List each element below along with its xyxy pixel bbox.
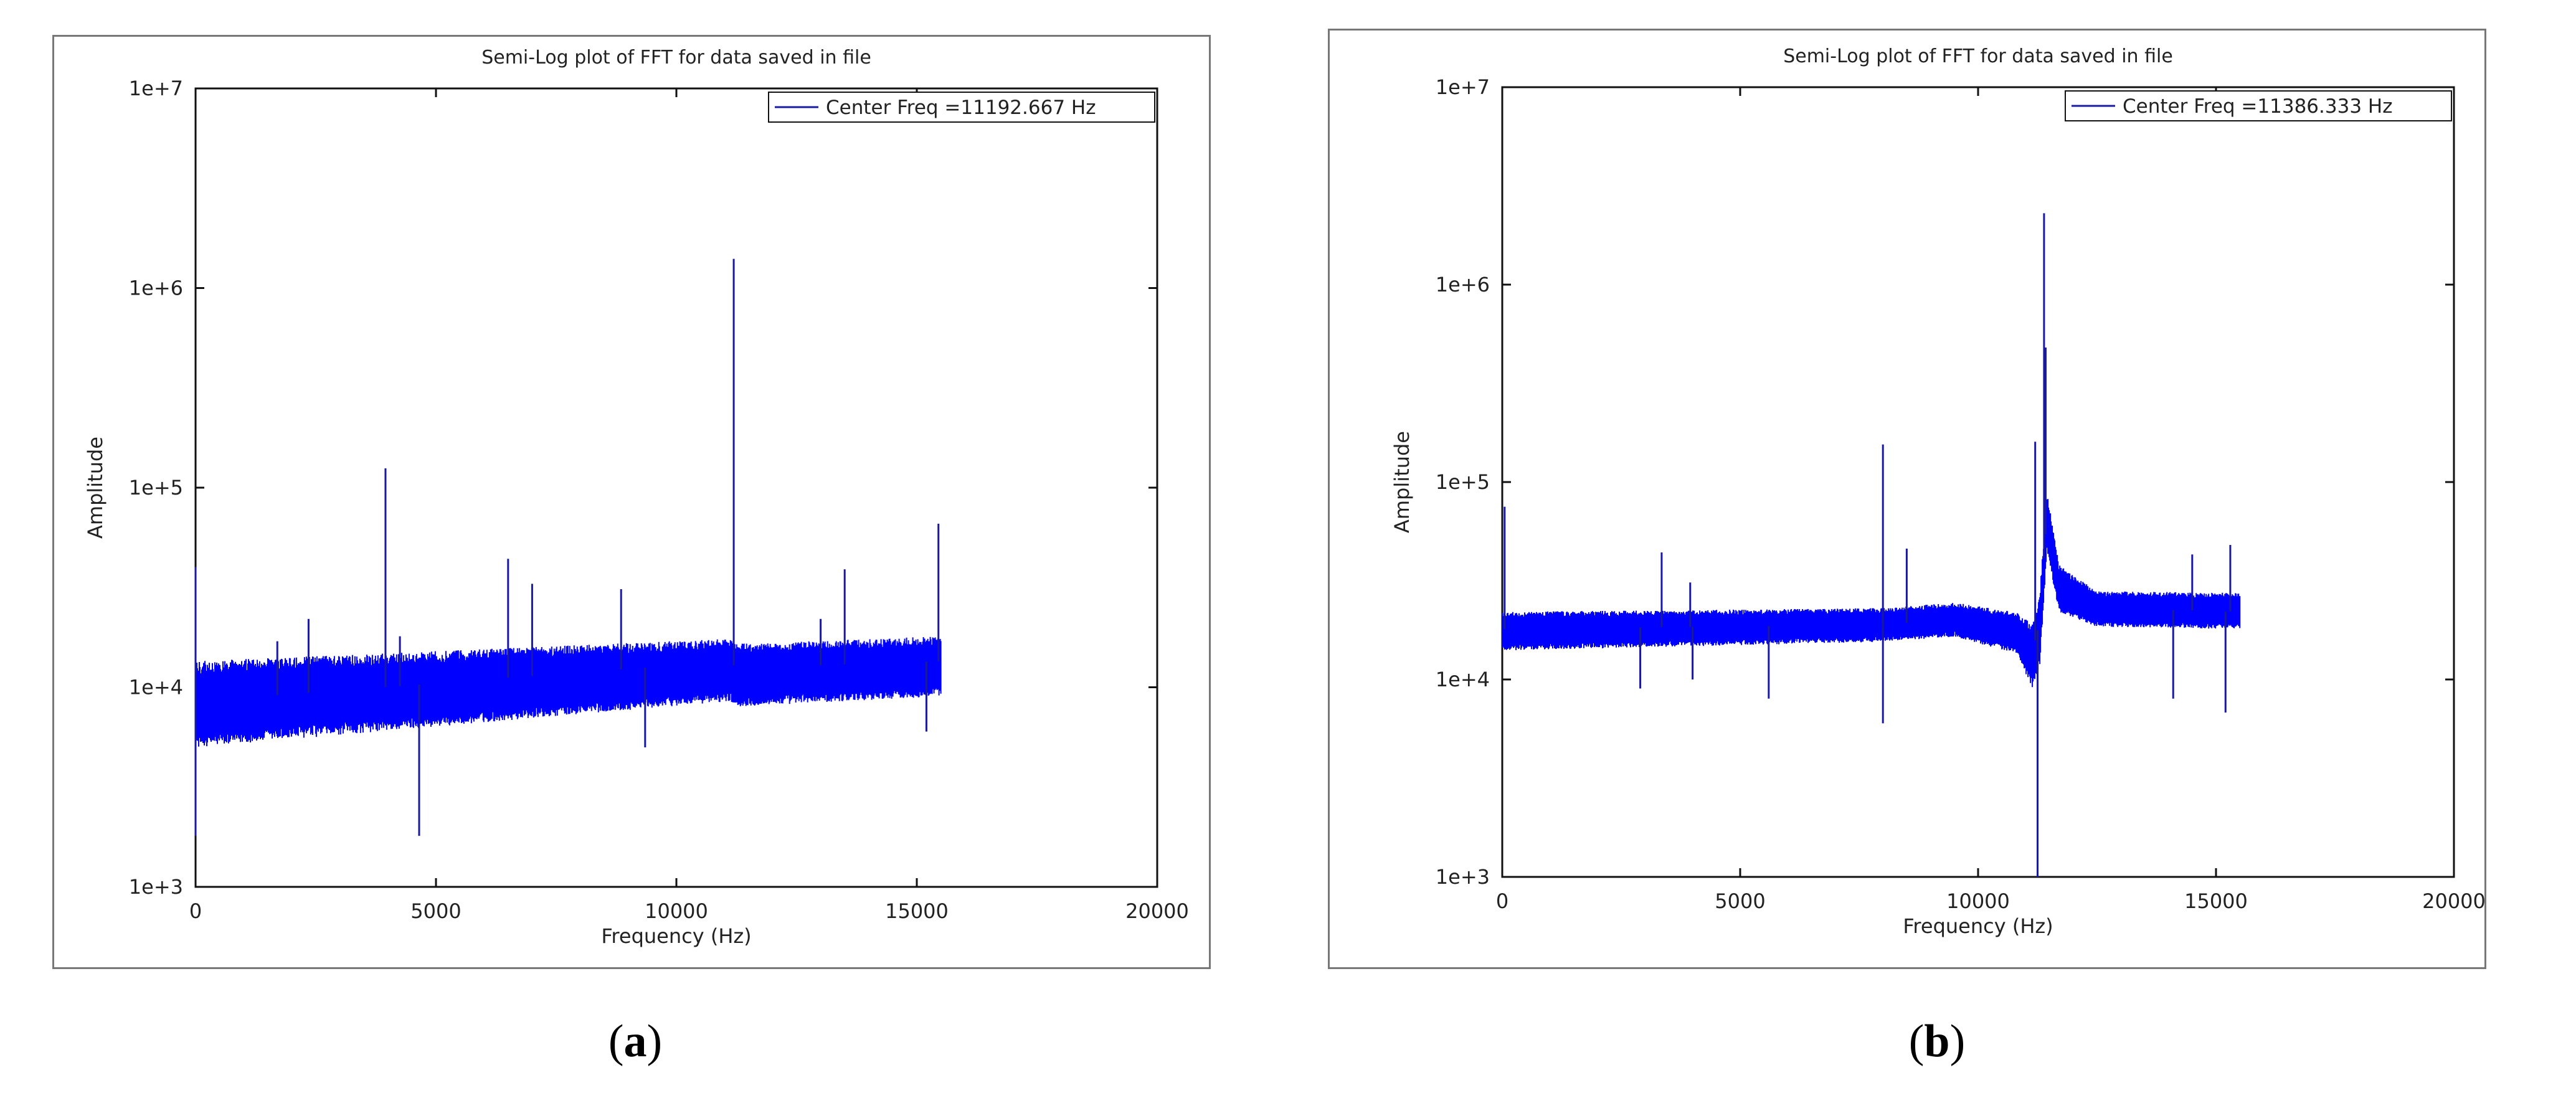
x-tick-label: 0 [189, 899, 202, 923]
y-tick-label: 1e+4 [1436, 668, 1490, 691]
subfigure-label-b: (b) [1908, 1016, 1966, 1067]
chart-panel-a: Semi-Log plot of FFT for data saved in f… [52, 35, 1211, 969]
fft-chart-a: Semi-Log plot of FFT for data saved in f… [83, 47, 1189, 948]
x-axis-label: Frequency (Hz) [601, 924, 751, 948]
x-tick-label: 15000 [2184, 889, 2248, 913]
y-tick-label: 1e+5 [129, 476, 183, 499]
y-tick-label: 1e+7 [1436, 75, 1490, 99]
x-tick-label: 10000 [1946, 889, 2010, 913]
y-tick-label: 1e+7 [129, 77, 183, 100]
y-tick-label: 1e+5 [1436, 470, 1490, 494]
x-tick-label: 20000 [1125, 899, 1189, 923]
chart-title: Semi-Log plot of FFT for data saved in f… [481, 47, 871, 69]
y-axis-label: Amplitude [83, 437, 107, 539]
legend-box [768, 92, 1155, 123]
x-tick-label: 15000 [885, 899, 949, 923]
x-tick-label: 5000 [410, 899, 461, 923]
x-tick-label: 10000 [645, 899, 708, 923]
chart-frame [1328, 29, 2486, 969]
x-axis-label: Frequency (Hz) [1903, 914, 2053, 938]
legend-label: Center Freq =11386.333 Hz [2123, 95, 2393, 118]
fft-noise-band [1502, 499, 2241, 688]
chart-frame [52, 35, 1211, 969]
y-tick-label: 1e+4 [129, 676, 183, 699]
y-tick-label: 1e+6 [1436, 273, 1490, 296]
y-tick-label: 1e+6 [129, 277, 183, 300]
x-tick-label: 0 [1496, 889, 1508, 913]
legend-label: Center Freq =11192.667 Hz [826, 97, 1096, 119]
x-tick-label: 5000 [1715, 889, 1765, 913]
subfigure-label-a: (a) [608, 1016, 663, 1067]
fft-chart-b: Semi-Log plot of FFT for data saved in f… [1390, 45, 2486, 938]
chart-title: Semi-Log plot of FFT for data saved in f… [1783, 45, 2173, 67]
y-axis-label: Amplitude [1390, 431, 1414, 533]
y-tick-label: 1e+3 [1436, 865, 1490, 889]
x-tick-label: 20000 [2422, 889, 2486, 913]
y-tick-label: 1e+3 [129, 875, 183, 899]
chart-panel-b: Semi-Log plot of FFT for data saved in f… [1328, 29, 2486, 969]
legend-box [2065, 90, 2452, 121]
